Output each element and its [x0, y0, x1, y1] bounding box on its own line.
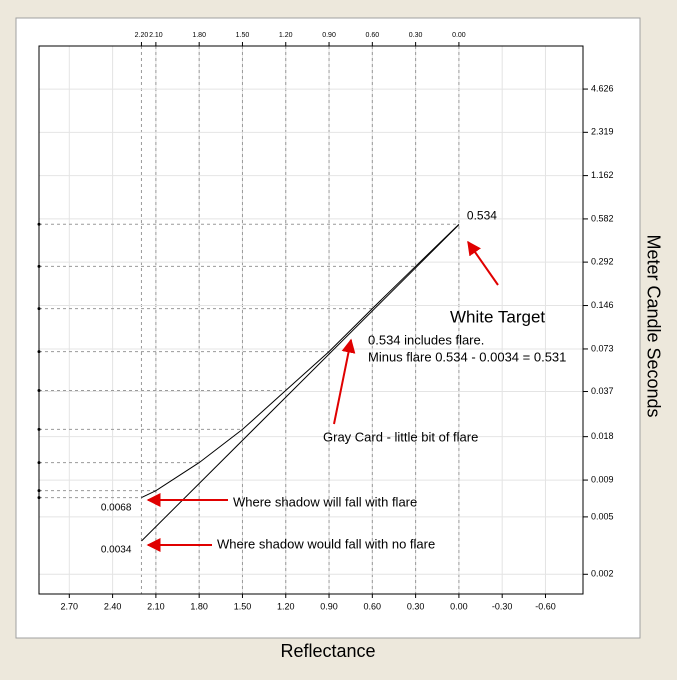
y-tick-label: 0.073 — [591, 343, 614, 353]
x2-tick-label: 0.30 — [409, 32, 423, 39]
x-tick-label: 0.30 — [407, 601, 425, 611]
x-tick-label: 0.00 — [450, 601, 468, 611]
x2-tick-label: 0.60 — [366, 32, 380, 39]
x2-tick-label: 1.50 — [236, 32, 250, 39]
x2-tick-label: 2.20 — [135, 32, 149, 39]
x2-tick-label: 1.80 — [192, 32, 206, 39]
y-tick-label: 0.005 — [591, 511, 614, 521]
y-axis-title: Meter Candle Seconds — [643, 234, 663, 417]
marks: 0.534 0.0068 0.0034 — [37, 208, 497, 556]
x-tick-label: 0.60 — [364, 601, 382, 611]
y-tick-label: 0.009 — [591, 474, 614, 484]
arrow — [333, 338, 356, 425]
annotation: Minus flare 0.534 - 0.0034 = 0.531 — [368, 349, 566, 364]
x2-tick-label: 1.20 — [279, 32, 293, 39]
y-tick-label: 2.319 — [591, 127, 614, 137]
annotation: Where shadow will fall with flare — [233, 494, 417, 509]
annotation: Where shadow would fall with no flare — [217, 536, 435, 551]
data-label: 0.534 — [467, 208, 497, 222]
y-tick-label: 0.002 — [591, 569, 614, 579]
series-line — [141, 223, 460, 499]
panel — [15, 17, 641, 639]
x-tick-label: 2.70 — [61, 601, 79, 611]
x-tick-label: 0.90 — [320, 601, 338, 611]
plot-frame — [38, 45, 584, 595]
y-tick-label: 0.018 — [591, 431, 614, 441]
grid: 2.70 2.40 2.10 1.80 1.50 1.20 0.90 0.60 0.30 0.00… — [39, 32, 614, 611]
x2-tick-label: 2.10 — [149, 32, 163, 39]
x-tick-label: 1.50 — [234, 601, 252, 611]
annotation: 0.534 includes flare. — [368, 332, 484, 347]
data-label: 0.0034 — [101, 545, 132, 556]
data-label: 0.0068 — [101, 502, 132, 513]
annotation: White Target — [450, 307, 545, 326]
annotation: Gray Card - little bit of flare — [323, 429, 478, 444]
y-tick-label: 4.626 — [591, 83, 614, 93]
y-tick-label: 0.582 — [591, 213, 614, 223]
y-tick-label: 1.162 — [591, 170, 614, 180]
x-axis-title: Reflectance — [280, 641, 375, 661]
x-tick-label: 2.10 — [147, 601, 165, 611]
y-tick-label: 0.146 — [591, 300, 614, 310]
x-tick-label: 1.80 — [190, 601, 208, 611]
y-tick-label: 0.292 — [591, 256, 614, 266]
x-tick-label: -0.30 — [492, 601, 513, 611]
x2-tick-label: 0.90 — [322, 32, 336, 39]
x-tick-label: 1.20 — [277, 601, 295, 611]
x-tick-label: -0.60 — [535, 601, 556, 611]
arrow — [467, 240, 499, 286]
y-tick-label: 0.037 — [591, 386, 614, 396]
x-tick-label: 2.40 — [104, 601, 122, 611]
x2-tick-label: 0.00 — [452, 32, 466, 39]
series-line — [141, 224, 460, 542]
